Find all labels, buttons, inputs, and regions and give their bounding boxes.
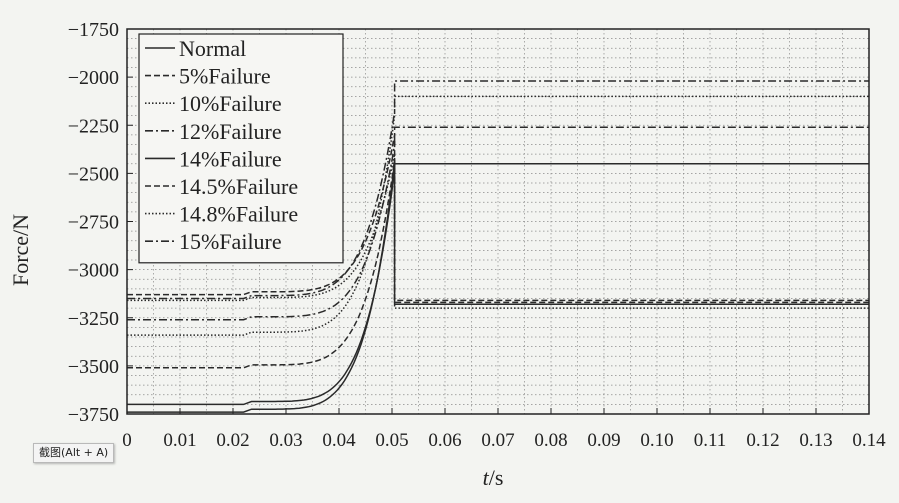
series-lines bbox=[127, 80, 869, 413]
y-tick-label: −3500 bbox=[68, 356, 119, 378]
y-tick-label: −2000 bbox=[68, 67, 119, 89]
legend-label: 15%Failure bbox=[179, 229, 282, 254]
y-tick-label: −3000 bbox=[68, 260, 119, 282]
x-tick-label: 0.10 bbox=[640, 430, 673, 451]
legend-label: 14.5%Failure bbox=[179, 174, 298, 199]
series-line bbox=[127, 80, 869, 300]
y-tick-label: −3250 bbox=[68, 308, 119, 330]
series-line bbox=[127, 153, 869, 309]
x-tick-label: 0 bbox=[122, 430, 132, 451]
legend-box bbox=[138, 33, 344, 264]
y-tick-label: −1750 bbox=[68, 19, 119, 41]
x-tick-label: 0.13 bbox=[799, 430, 832, 451]
series-line bbox=[127, 161, 869, 413]
x-axis-ticks: 0 0.01 0.02 0.03 0.04 0.05 0.06 0.07 0.08 0.09 0.1… bbox=[122, 408, 886, 451]
legend-label: 12%Failure bbox=[179, 119, 282, 144]
x-tick-label: 0.04 bbox=[322, 430, 356, 451]
x-tick-label: 0.08 bbox=[534, 430, 567, 451]
series-line bbox=[127, 126, 869, 321]
legend-label: 10%Failure bbox=[179, 91, 282, 116]
legend-label: 5%Failure bbox=[179, 64, 271, 89]
x-axis-label-unit: /s bbox=[489, 465, 504, 490]
x-tick-label: 0.11 bbox=[694, 430, 727, 451]
x-tick-label: 0.09 bbox=[587, 430, 620, 451]
x-tick-label: 0.06 bbox=[428, 430, 461, 451]
x-tick-label: 0.01 bbox=[163, 430, 196, 451]
x-tick-label: 0.05 bbox=[375, 430, 408, 451]
x-tick-label: 0.14 bbox=[852, 430, 886, 451]
x-axis-label-var: t bbox=[483, 465, 490, 490]
x-tick-label: 0.07 bbox=[481, 430, 514, 451]
y-tick-label: −2250 bbox=[68, 115, 119, 137]
y-axis-label: Force/N bbox=[8, 214, 33, 286]
x-tick-label: 0.02 bbox=[216, 430, 249, 451]
y-tick-label: −2750 bbox=[68, 212, 119, 234]
legend-label: 14.8%Failure bbox=[179, 202, 298, 227]
x-tick-label: 0.12 bbox=[746, 430, 779, 451]
x-tick-label: 0.03 bbox=[269, 430, 302, 451]
legend-label: Normal bbox=[179, 36, 246, 61]
series-line bbox=[127, 159, 869, 369]
series-line bbox=[127, 134, 869, 302]
legend-label: 14%Failure bbox=[179, 146, 282, 171]
x-axis-label: t/s bbox=[483, 465, 504, 490]
y-tick-label: −3750 bbox=[68, 404, 119, 426]
y-axis-ticks: −1750 −2000 −2250 −2500 −2750 −3000 −3250 −3500… bbox=[68, 19, 133, 426]
screenshot-tooltip: 截图(Alt + A) bbox=[33, 443, 115, 463]
y-tick-label: −2500 bbox=[68, 163, 119, 185]
series-line bbox=[127, 95, 869, 336]
